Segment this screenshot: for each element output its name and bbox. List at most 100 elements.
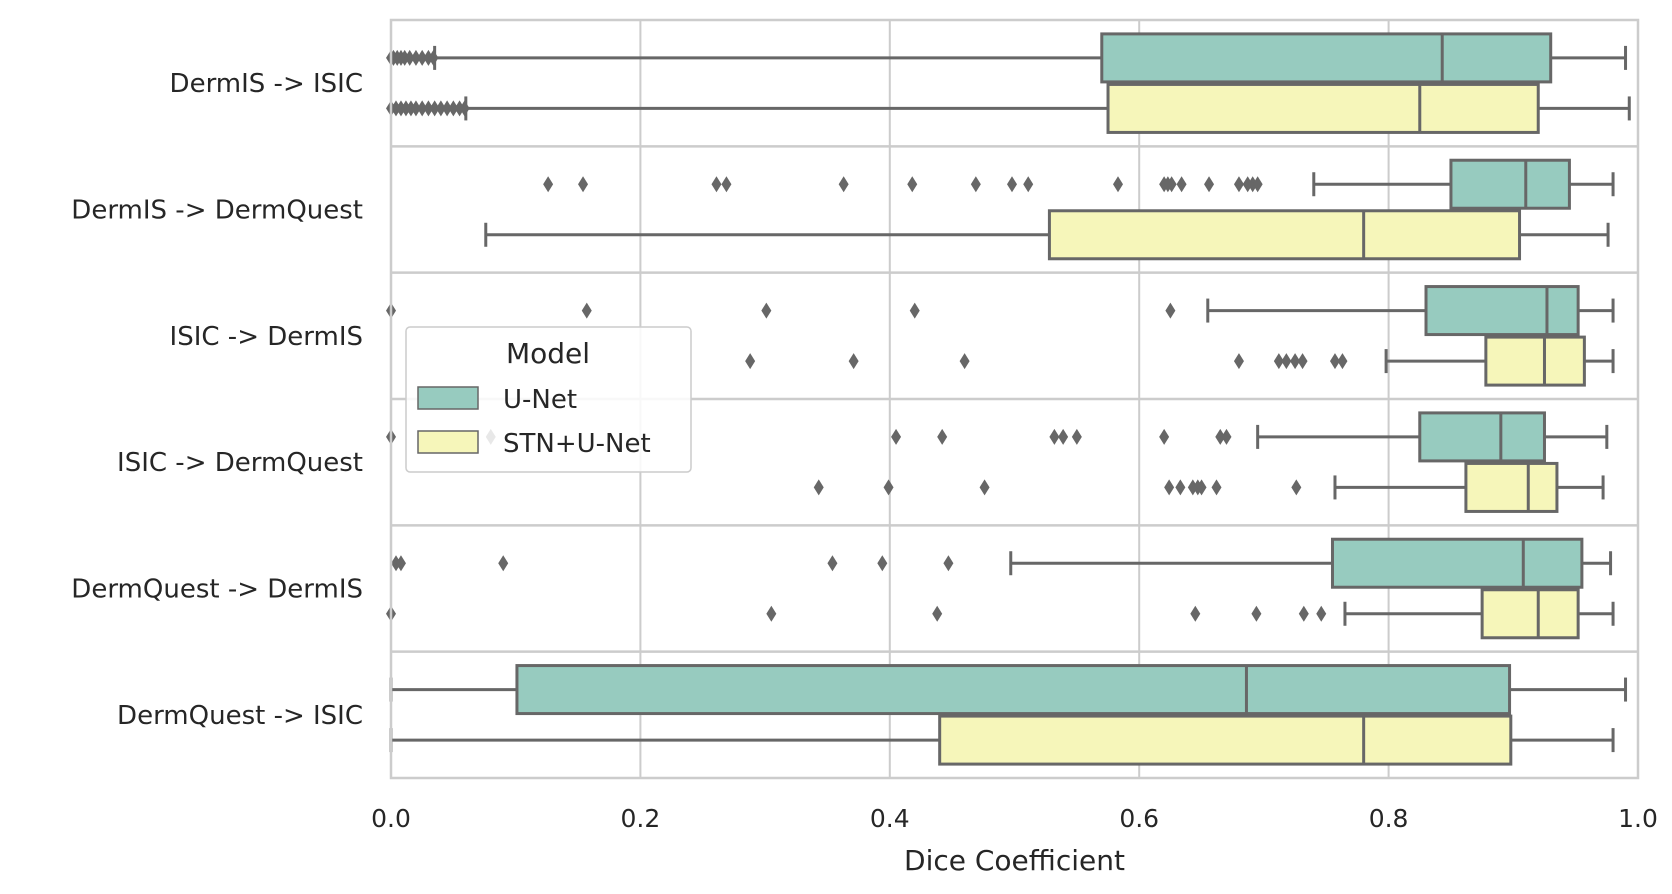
category-label: ISIC -> DermIS bbox=[170, 322, 363, 352]
outlier-point bbox=[442, 100, 453, 117]
x-axis-ticks: 0.0 0.2 0.4 0.6 0.8 1.0 bbox=[371, 804, 1658, 833]
outlier-point bbox=[907, 176, 918, 193]
outlier-point bbox=[1049, 428, 1060, 445]
outlier-point bbox=[959, 353, 970, 370]
outlier-point bbox=[1058, 428, 1069, 445]
iqr-box bbox=[1480, 588, 1580, 640]
outlier-point bbox=[1337, 353, 1348, 370]
outlier-point bbox=[404, 49, 415, 66]
outlier-point bbox=[1233, 176, 1244, 193]
outlier-point bbox=[423, 100, 434, 117]
iqr-box bbox=[1100, 32, 1553, 84]
outlier-point bbox=[417, 100, 428, 117]
category-label: DermIS -> DermQuest bbox=[71, 196, 363, 226]
outlier-point bbox=[1290, 353, 1301, 370]
outlier-point bbox=[1190, 605, 1201, 622]
outlier-point bbox=[417, 49, 428, 66]
outlier-point bbox=[1252, 176, 1263, 193]
box-group bbox=[745, 335, 1615, 387]
outlier-point bbox=[428, 49, 439, 66]
category-label: ISIC -> DermQuest bbox=[117, 448, 363, 478]
outlier-point bbox=[883, 479, 894, 496]
box-group bbox=[813, 461, 1605, 513]
legend-label-unet: U-Net bbox=[503, 385, 577, 415]
outlier-point bbox=[937, 428, 948, 445]
box-group bbox=[386, 411, 1609, 463]
iqr-box bbox=[1449, 158, 1571, 210]
box-group bbox=[390, 537, 1613, 589]
outlier-point bbox=[1329, 353, 1340, 370]
outlier-point bbox=[429, 100, 440, 117]
x-tick-label: 1.0 bbox=[1618, 804, 1658, 833]
x-tick-label: 0.4 bbox=[870, 804, 910, 833]
outlier-point bbox=[578, 176, 589, 193]
outlier-point bbox=[1211, 479, 1222, 496]
outlier-point bbox=[1297, 353, 1308, 370]
outlier-point bbox=[1007, 176, 1018, 193]
outlier-point bbox=[943, 555, 954, 572]
x-axis-title: Dice Coefficient bbox=[904, 844, 1125, 877]
series-stn-unet bbox=[386, 82, 1631, 766]
iqr-box bbox=[515, 664, 1512, 716]
outlier-point bbox=[410, 49, 421, 66]
outlier-point bbox=[581, 302, 592, 319]
outlier-point bbox=[1176, 176, 1187, 193]
box-group bbox=[386, 588, 1615, 640]
box-group bbox=[389, 664, 1628, 716]
outlier-point bbox=[1175, 479, 1186, 496]
y-axis-category-labels: DermIS -> ISIC DermIS -> DermQuest ISIC ->… bbox=[71, 69, 363, 731]
outlier-point bbox=[813, 479, 824, 496]
outlier-point bbox=[766, 605, 777, 622]
outlier-point bbox=[1298, 605, 1309, 622]
outlier-point bbox=[721, 176, 732, 193]
outlier-point bbox=[1215, 428, 1226, 445]
legend-label-stn-unet: STN+U-Net bbox=[503, 429, 651, 459]
category-label: DermQuest -> DermIS bbox=[71, 575, 363, 605]
iqr-box bbox=[1464, 461, 1559, 513]
box-group bbox=[386, 285, 1615, 337]
outlier-point bbox=[459, 100, 470, 117]
outlier-point bbox=[1166, 176, 1177, 193]
outlier-point bbox=[1221, 428, 1232, 445]
outlier-point bbox=[970, 176, 981, 193]
box-group bbox=[543, 158, 1615, 210]
legend-title: Model bbox=[506, 337, 590, 370]
outlier-point bbox=[979, 479, 990, 496]
outlier-point bbox=[1023, 176, 1034, 193]
iqr-box bbox=[1418, 411, 1546, 463]
category-label: DermQuest -> ISIC bbox=[117, 701, 363, 731]
outlier-point bbox=[1196, 479, 1207, 496]
outlier-point bbox=[745, 353, 756, 370]
outlier-point bbox=[1281, 353, 1292, 370]
box-group bbox=[386, 82, 1631, 134]
x-tick-label: 0.2 bbox=[621, 804, 661, 833]
outlier-point bbox=[1291, 479, 1302, 496]
series-unet bbox=[386, 32, 1628, 716]
outlier-point bbox=[1316, 605, 1327, 622]
x-tick-label: 0.8 bbox=[1369, 804, 1409, 833]
legend-swatch-stn-unet bbox=[417, 430, 479, 454]
iqr-box bbox=[1047, 209, 1522, 261]
x-tick-label: 0.0 bbox=[371, 804, 411, 833]
outlier-point bbox=[848, 353, 859, 370]
outlier-point bbox=[1113, 176, 1124, 193]
outlier-point bbox=[877, 555, 888, 572]
outlier-point bbox=[1204, 176, 1215, 193]
outlier-point bbox=[448, 100, 459, 117]
box-series bbox=[386, 32, 1631, 766]
outlier-point bbox=[909, 302, 920, 319]
iqr-box bbox=[938, 714, 1513, 766]
outlier-point bbox=[711, 176, 722, 193]
outlier-point bbox=[761, 302, 772, 319]
outlier-point bbox=[1159, 428, 1170, 445]
box-group bbox=[484, 209, 1610, 261]
outlier-point bbox=[932, 605, 943, 622]
outlier-point bbox=[1273, 353, 1284, 370]
outlier-point bbox=[410, 100, 421, 117]
outlier-point bbox=[1233, 353, 1244, 370]
box-group bbox=[386, 32, 1628, 84]
outlier-point bbox=[498, 555, 509, 572]
iqr-box bbox=[1424, 285, 1580, 337]
iqr-box bbox=[1106, 82, 1540, 134]
